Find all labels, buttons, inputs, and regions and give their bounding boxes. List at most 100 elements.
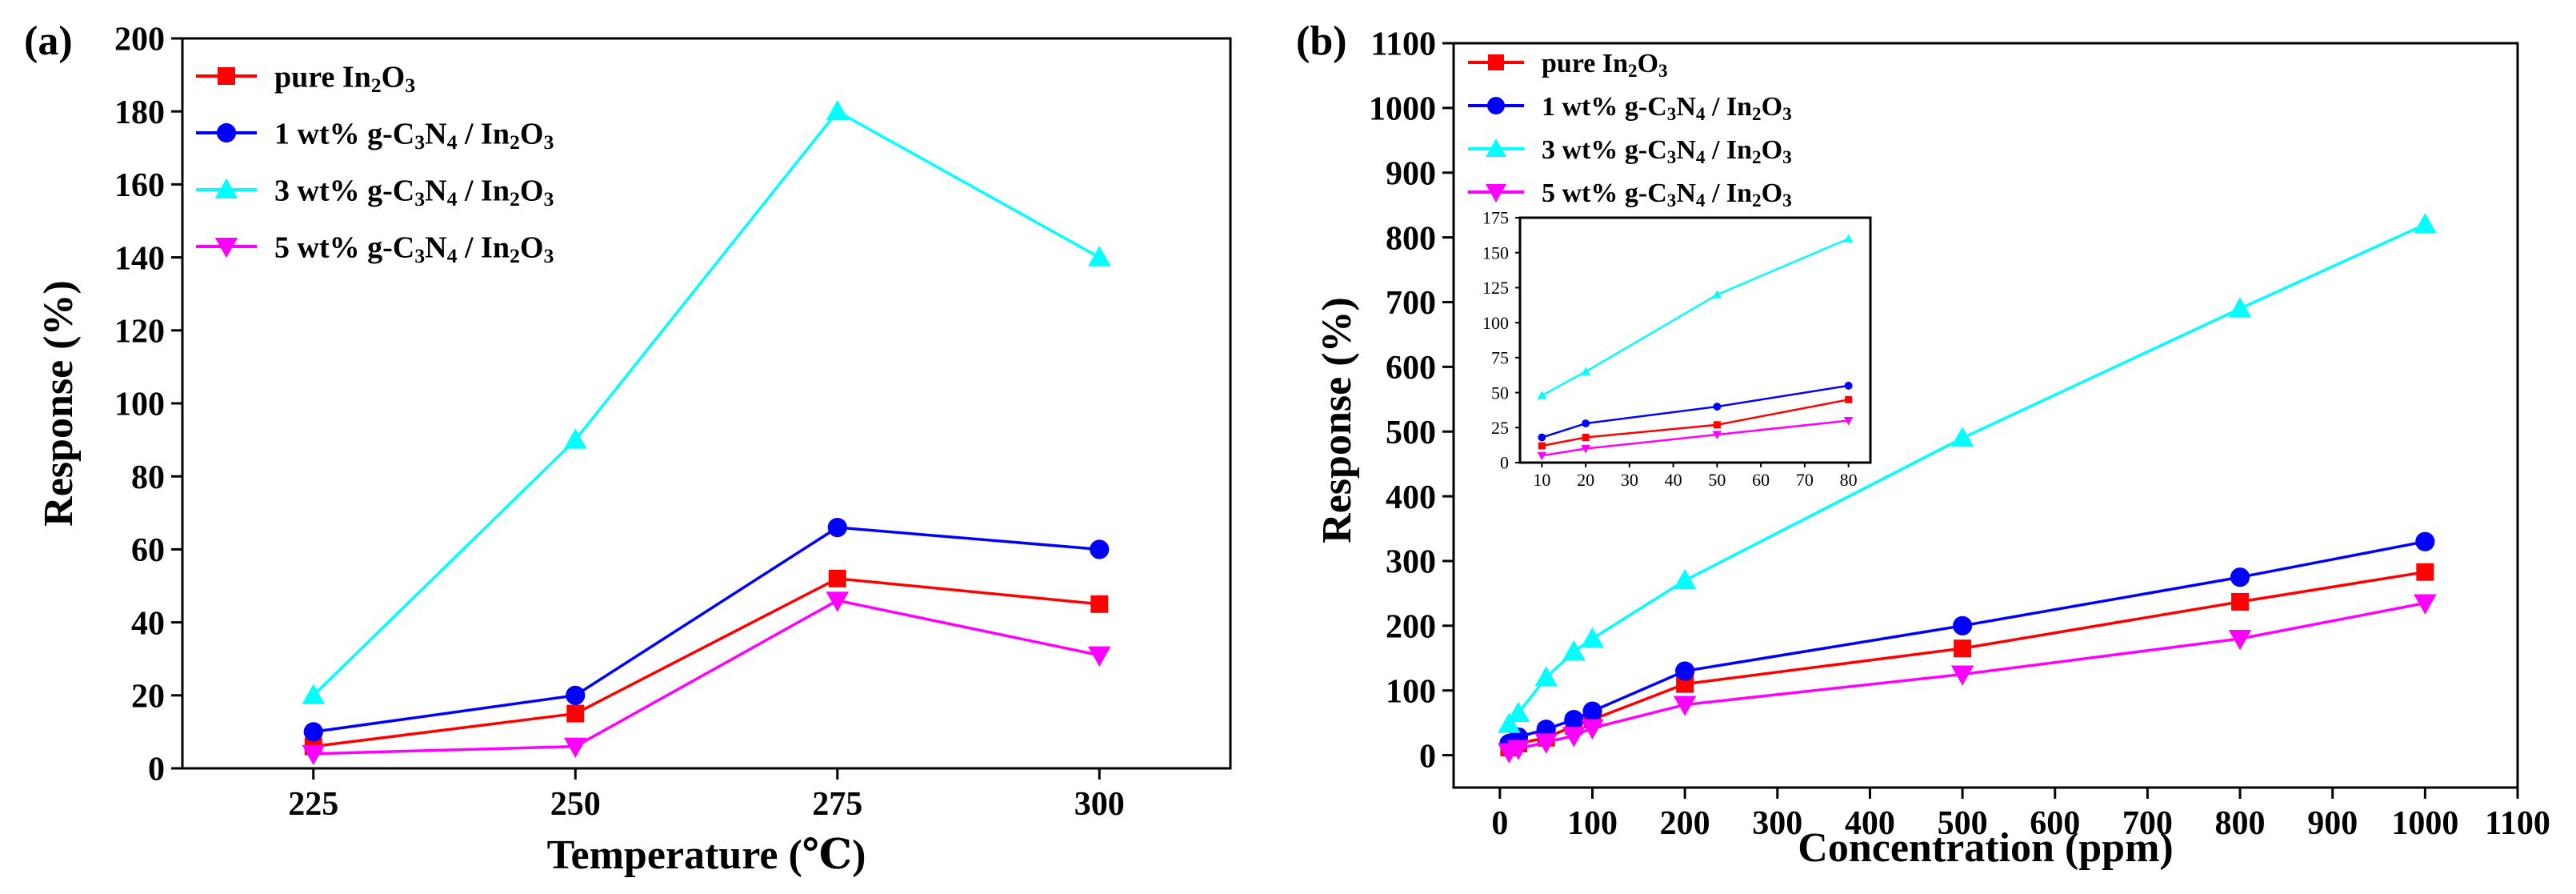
panel-b-legend-label: pure In2O3: [1542, 49, 1668, 82]
inset-data-point: [1582, 434, 1590, 442]
panel-a-data-point: [302, 744, 326, 766]
inset-series-line-2: [1541, 384, 1849, 439]
inset-data-point: [1843, 417, 1854, 426]
panel-b-y-tick-label: 900: [1386, 155, 1436, 192]
panel-a-x-tick-label: 300: [1074, 786, 1125, 823]
panel-b-x-tick-label: 100: [1567, 805, 1618, 842]
panel-a-y-tick-label: 20: [131, 679, 165, 716]
panel-b-legend-marker: [1488, 54, 1504, 70]
panel-b-y-tick-label: 700: [1386, 285, 1436, 322]
panel-a-series-line-3: [312, 109, 1101, 697]
panel-a-data-point: [827, 517, 847, 538]
panel-a-legend-marker: [214, 178, 238, 198]
inset-y-tick-label: 50: [1491, 383, 1509, 403]
inset-data-point: [1582, 419, 1590, 427]
panel-b-x-axis-title: Concentration (ppm): [1798, 825, 2173, 871]
panel-a-data-point: [828, 569, 846, 587]
panel-b-data-point: [1562, 639, 1586, 661]
inset-data-point: [1581, 445, 1590, 454]
panel-a-data-point: [302, 684, 326, 704]
inset-y-tick-label: 125: [1482, 278, 1509, 298]
panel-b-x-tick-label: 700: [2122, 805, 2173, 842]
panel-a-x-tick-label: 275: [812, 786, 862, 823]
panel-b-data-point: [2230, 567, 2250, 587]
inset-data-point: [1844, 381, 1853, 390]
panel-b-y-tick-label: 800: [1386, 220, 1436, 257]
inset-y-tick-label: 75: [1491, 348, 1509, 368]
inset-data-point: [1538, 442, 1546, 450]
panel-b-data-point: [1581, 719, 1604, 740]
panel-b-legend-marker: [1486, 138, 1506, 157]
panel-a-legend-label: 3 wt% g-C3N4 / In2O3: [274, 174, 554, 210]
panel-b-data-point: [1675, 661, 1695, 681]
inset-data-point: [1581, 367, 1590, 375]
panel-b-y-axis-title: Response (%): [1314, 297, 1360, 543]
panel-b-x-tick-label: 1000: [2391, 805, 2458, 842]
panel-b: (b) 010020030040050060070080090010001100…: [1296, 18, 2550, 871]
inset-x-tick-label: 20: [1577, 470, 1594, 490]
panel-b-label: (b): [1296, 18, 1347, 64]
inset-series-line-3: [1541, 238, 1850, 397]
panel-b-y-tick-label: 0: [1419, 738, 1436, 775]
inset-x-tick-label: 40: [1665, 470, 1682, 490]
panel-a-y-tick-label: 0: [148, 752, 165, 788]
inset-y-tick-label: 175: [1482, 208, 1509, 228]
panel-b-legend: pure In2O3 1 wt% g-C3N4 / In2O3 3 wt% g-C3…: [1468, 49, 1792, 211]
panel-a-data-point: [1090, 595, 1109, 613]
panel-a-data-point: [1087, 646, 1111, 667]
inset-data-point: [1537, 391, 1547, 399]
panel-b-data-point: [2415, 531, 2435, 551]
panel-a-x-tick-label: 225: [288, 786, 338, 823]
inset-data-point: [1537, 451, 1547, 461]
inset-x-tick-label: 10: [1533, 470, 1550, 490]
panel-a-x-tick-label: 250: [550, 786, 601, 823]
panel-b-y-axis: 0 100 200 300 400 500 600 700 800 900 1000 1100: [1369, 26, 1454, 775]
panel-b-y-tick-label: 1000: [1369, 91, 1436, 128]
inset-data-point: [1712, 290, 1722, 299]
panel-b-data-point: [1506, 701, 1530, 722]
inset-y-tick-label: 25: [1491, 418, 1509, 438]
inset-plot-frame: [1518, 216, 1872, 464]
panel-a-legend-label: 5 wt% g-C3N4 / In2O3: [274, 231, 554, 267]
inset-y-tick-label: 150: [1482, 243, 1509, 263]
panel-a-x-axis-title: Temperature (℃): [547, 832, 866, 878]
panel-b-data-point: [1534, 733, 1558, 754]
inset-data-point: [1538, 433, 1546, 442]
panel-a-legend: pure In2O3 1 wt% g-C3N4 / In2O3 3 wt% g-C3…: [196, 60, 554, 267]
panel-a-series: [302, 99, 1111, 766]
panel-b-x-tick-label: 200: [1660, 805, 1710, 842]
panel-b-data-point: [1581, 627, 1604, 647]
inset-data-point: [1843, 234, 1854, 243]
panel-b-legend-label: 5 wt% g-C3N4 / In2O3: [1542, 178, 1792, 211]
panel-b-x-tick-label: 600: [2030, 805, 2080, 842]
panel-b-y-tick-label: 100: [1386, 673, 1436, 710]
panel-a-y-tick-label: 60: [131, 532, 165, 569]
panel-b-data-point: [2228, 297, 2252, 318]
panel-a-y-tick-label: 80: [131, 459, 165, 496]
panel-b-plot-frame: [1452, 42, 2519, 789]
inset-series-line-4: [1542, 419, 1849, 457]
panel-b-data-point: [1498, 712, 1521, 733]
panel-a-data-point: [826, 99, 850, 121]
panel-a-data-point: [303, 722, 323, 742]
panel-b-data-point: [1673, 568, 1697, 590]
panel-b-data-point: [2414, 213, 2437, 234]
panel-b-data-point: [2228, 630, 2252, 651]
panel-a-data-point: [1090, 539, 1110, 559]
inset-x-tick-label: 80: [1840, 470, 1858, 490]
inset-data-point: [1712, 431, 1722, 439]
inset-x-tick-label: 60: [1752, 470, 1770, 490]
inset-x-tick-label: 70: [1796, 470, 1814, 490]
panel-a-y-tick-label: 120: [114, 314, 165, 351]
panel-b-y-tick-label: 300: [1386, 544, 1436, 581]
inset-y-axis: 0 25 50 75 100 125 150 175: [1482, 208, 1520, 473]
panel-a-data-point: [563, 428, 587, 449]
panel-b-data-point: [1506, 740, 1530, 760]
inset-x-tick-label: 50: [1708, 470, 1726, 490]
panel-a-x-axis: 225 250 275 300: [288, 768, 1125, 823]
inset-y-tick-label: 0: [1500, 453, 1509, 473]
panel-b-data-point: [1952, 615, 1973, 635]
panel-b-x-tick-label: 400: [1845, 805, 1895, 842]
panel-b-y-tick-label: 1100: [1370, 26, 1436, 63]
